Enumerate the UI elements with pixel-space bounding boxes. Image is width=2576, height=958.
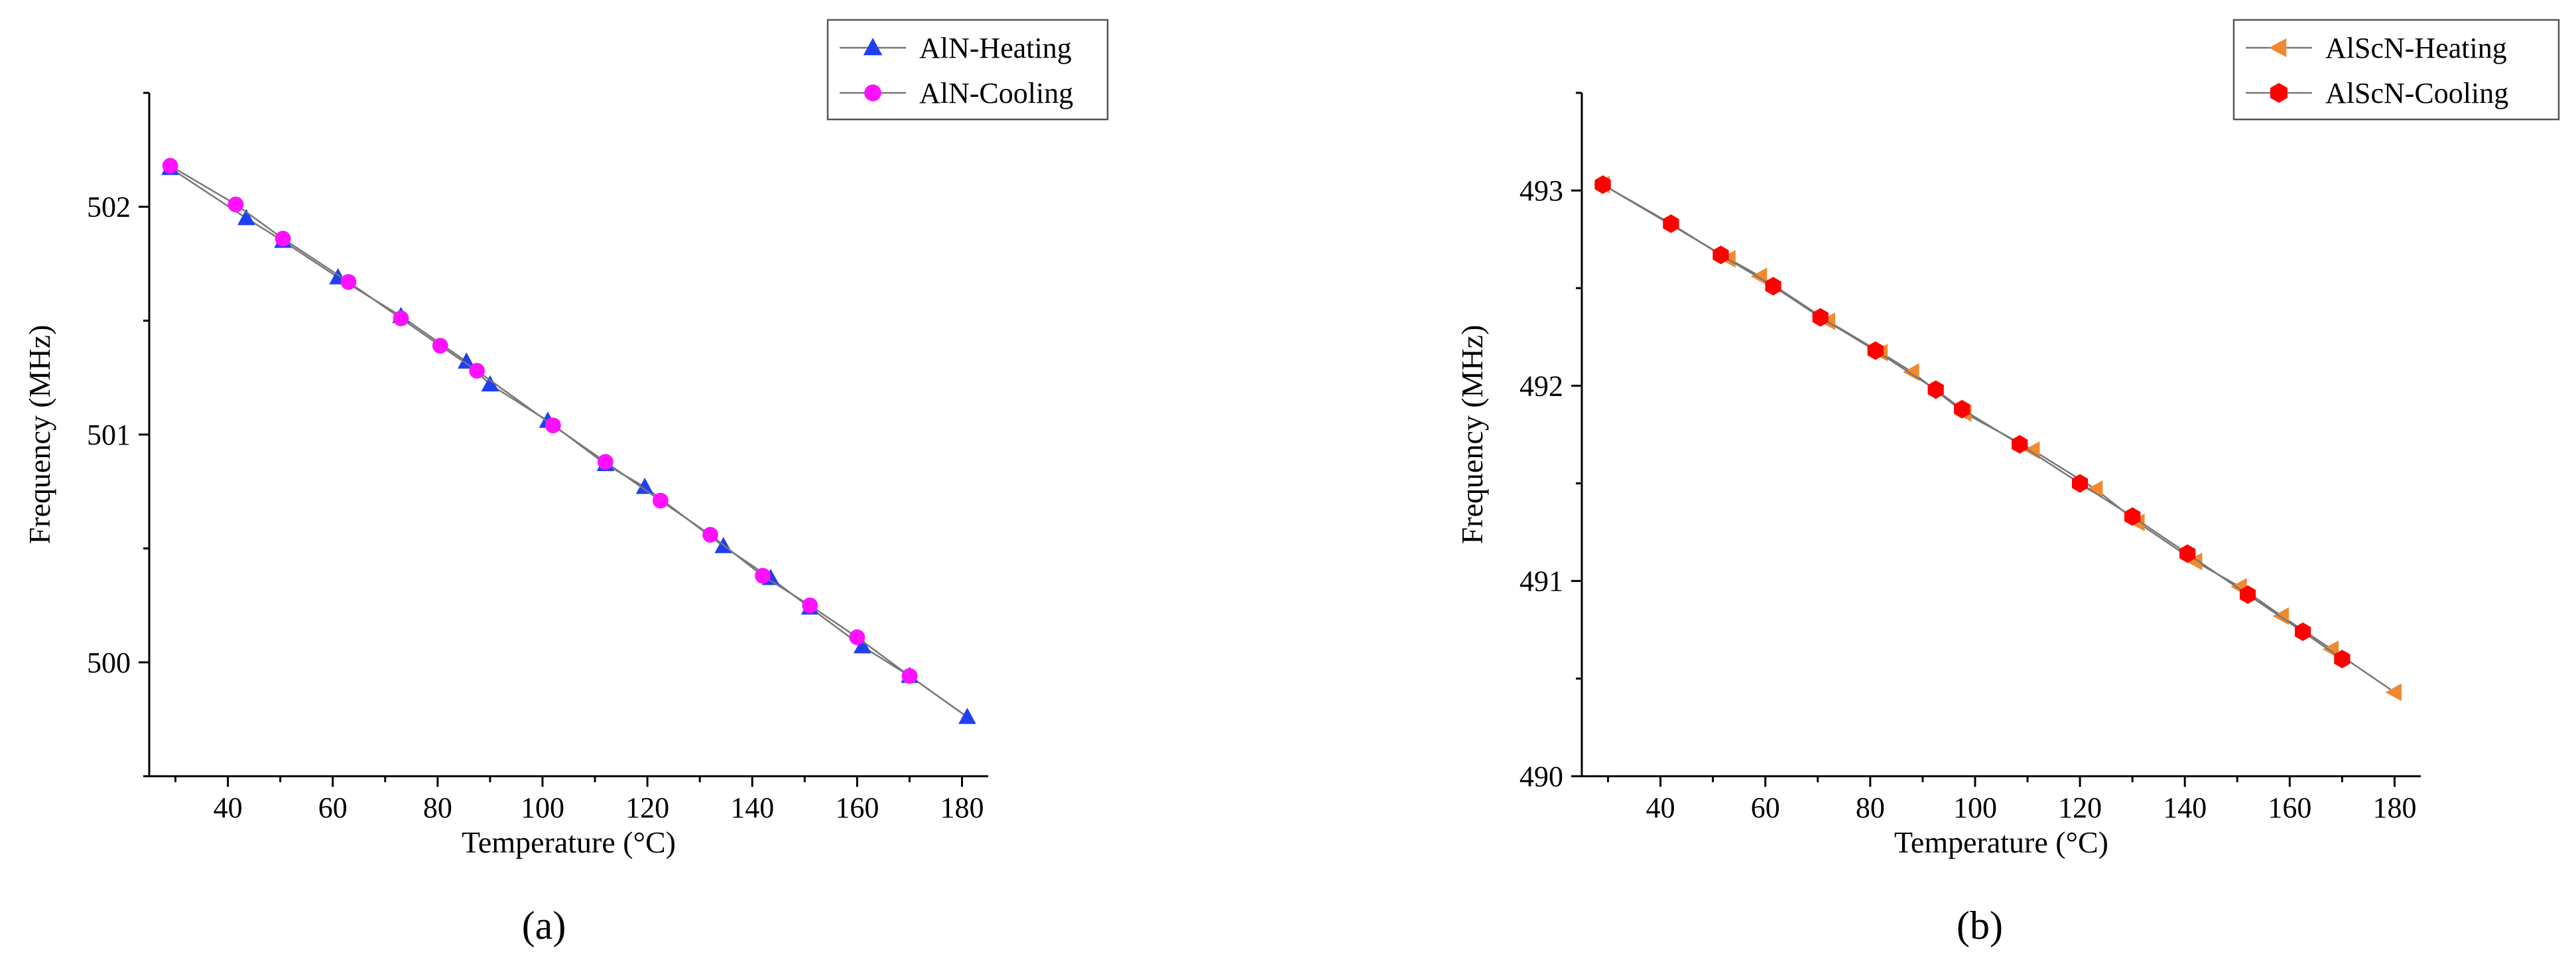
data-point <box>432 338 448 354</box>
data-point <box>1712 245 1729 265</box>
y-tick-label: 491 <box>1519 565 1563 598</box>
series-line <box>169 167 968 718</box>
x-tick-label: 100 <box>1953 791 1997 824</box>
y-tick-label: 490 <box>1519 760 1563 793</box>
data-point <box>458 352 476 369</box>
data-point <box>162 157 178 174</box>
legend: AlN-Heating AlN-Cooling <box>826 19 1109 121</box>
data-point <box>1765 277 1781 296</box>
data-point <box>1927 380 1944 399</box>
x-axis-title: Temperature (°C) <box>1894 825 2108 859</box>
data-point <box>802 597 818 614</box>
legend-box <box>826 19 1109 121</box>
data-point <box>2179 544 2196 563</box>
data-point <box>237 208 255 226</box>
legend-label: AlN-Cooling <box>919 77 1073 109</box>
data-point <box>1812 308 1829 327</box>
data-point <box>597 454 613 470</box>
legend-marker <box>2269 38 2287 58</box>
legend-marker <box>2270 83 2287 103</box>
data-point <box>469 362 485 379</box>
x-tick-label: 180 <box>940 791 984 824</box>
x-tick-label: 180 <box>2372 791 2416 824</box>
chart-panel-a: 40 60 80 100 120 140 160 180 500 501 502 Temperatur… <box>23 19 1109 947</box>
y-tick-label: 502 <box>87 191 131 224</box>
data-point <box>2012 435 2028 454</box>
x-tick-label: 160 <box>2268 791 2311 824</box>
data-point <box>1594 175 1611 194</box>
data-point <box>901 668 918 684</box>
data-point <box>635 477 654 494</box>
data-point <box>2086 480 2103 498</box>
data-point <box>1750 267 1768 285</box>
series-aln-cooling <box>162 157 918 684</box>
chart-panel-b: 40 60 80 100 120 140 160 180 490 491 492 493 Tempera… <box>1455 19 2560 947</box>
y-tick-label: 501 <box>87 419 131 451</box>
x-tick-label: 160 <box>835 791 879 824</box>
panel-label: (b) <box>1957 904 2003 947</box>
y-axis-title: Frequency (MHz) <box>1455 325 1489 545</box>
data-point <box>2124 507 2141 526</box>
x-tick-label: 120 <box>625 791 669 824</box>
y-tick-label: 493 <box>1519 174 1563 207</box>
y-tick-label: 492 <box>1519 370 1563 402</box>
x-tick-label: 60 <box>1751 791 1780 824</box>
series-alscn-cooling <box>1594 175 2351 669</box>
data-point <box>340 274 357 290</box>
data-point <box>2071 474 2089 493</box>
y-axis-title: Frequency (MHz) <box>23 325 56 545</box>
data-point <box>755 567 771 584</box>
legend-label: AlScN-Cooling <box>2325 77 2508 109</box>
x-tick-label: 40 <box>1646 791 1675 824</box>
x-tick-label: 80 <box>423 791 452 824</box>
x-tick-label: 120 <box>2058 791 2102 824</box>
data-point <box>702 527 718 543</box>
data-point <box>2385 683 2402 701</box>
data-point <box>393 310 409 326</box>
x-tick-label: 60 <box>318 791 348 824</box>
data-point <box>2186 552 2203 571</box>
legend: AlScN-Heating AlScN-Cooling <box>2232 19 2560 121</box>
legend-box <box>2232 19 2560 121</box>
data-point <box>1867 341 1884 360</box>
data-point <box>2294 622 2311 642</box>
data-point <box>958 707 976 724</box>
data-point <box>1954 399 1970 419</box>
legend-label: AlScN-Heating <box>2325 32 2507 64</box>
data-point <box>2239 585 2256 604</box>
x-tick-label: 140 <box>2163 791 2207 824</box>
data-point <box>2334 650 2351 669</box>
x-axis-title: Temperature (°C) <box>462 825 676 859</box>
data-point <box>853 637 871 653</box>
legend-label: AlN-Heating <box>919 32 1072 64</box>
x-tick-label: 40 <box>214 791 243 824</box>
data-point <box>1663 214 1679 234</box>
x-tick-label: 100 <box>521 791 564 824</box>
data-point <box>849 629 866 646</box>
x-tick-label: 140 <box>730 791 774 824</box>
data-point <box>227 196 244 213</box>
panel-label: (a) <box>522 904 566 947</box>
data-point <box>652 492 669 509</box>
legend-marker <box>863 38 883 56</box>
y-tick-label: 500 <box>87 646 131 679</box>
data-point <box>545 417 561 434</box>
data-point <box>275 230 291 247</box>
data-point <box>481 375 499 391</box>
x-tick-label: 80 <box>1856 791 1885 824</box>
legend-marker <box>864 84 881 102</box>
